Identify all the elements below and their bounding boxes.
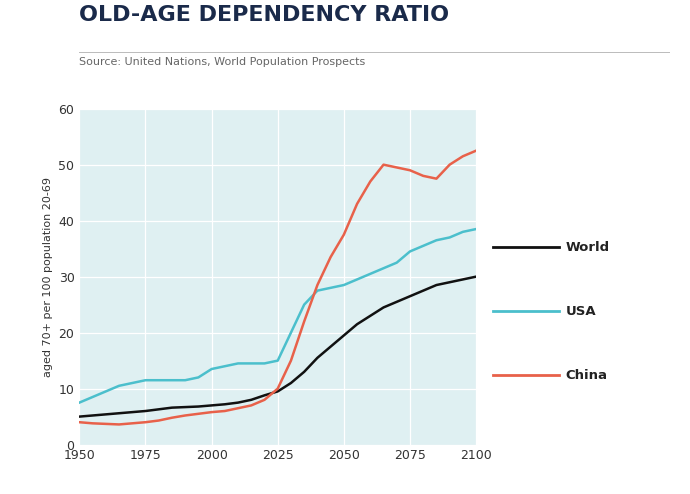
Text: World: World — [566, 241, 610, 253]
Text: China: China — [566, 369, 608, 382]
Text: OLD-AGE DEPENDENCY RATIO: OLD-AGE DEPENDENCY RATIO — [79, 5, 449, 25]
Text: Source: United Nations, World Population Prospects: Source: United Nations, World Population… — [79, 57, 366, 67]
Y-axis label: aged 70+ per 100 population 20-69: aged 70+ per 100 population 20-69 — [43, 177, 53, 376]
Text: USA: USA — [566, 305, 596, 318]
